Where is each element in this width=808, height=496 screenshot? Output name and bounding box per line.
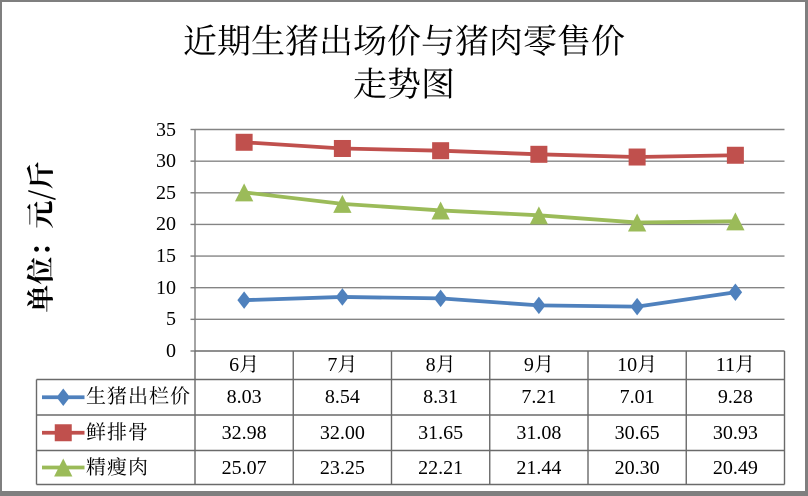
table-value: 22.21 xyxy=(418,456,464,479)
series-line-0 xyxy=(242,290,738,309)
series-name: 精瘦肉 xyxy=(86,456,149,479)
table-value: 31.08 xyxy=(516,421,562,444)
table-value: 20.30 xyxy=(614,456,660,479)
data-point-2-4 xyxy=(627,213,647,232)
data-point-2-0 xyxy=(234,183,254,202)
data-point-1-0 xyxy=(235,133,253,151)
y-tick-label: 30 xyxy=(156,150,176,173)
data-point-1-2 xyxy=(432,142,450,160)
table-value: 32.98 xyxy=(221,421,267,444)
x-category-label: 10月 xyxy=(617,354,658,377)
frame-border-right xyxy=(805,0,808,496)
data-point-0-1 xyxy=(335,288,350,306)
x-category-label: 6月 xyxy=(229,354,260,377)
table-value: 23.25 xyxy=(319,456,365,479)
table-value: 30.65 xyxy=(614,421,660,444)
y-axis-title-text: 单位：元/斤 xyxy=(20,161,61,313)
data-point-2-2 xyxy=(431,201,450,220)
legend-key-marker-1 xyxy=(54,424,72,442)
data-point-0-0 xyxy=(237,291,251,309)
x-category-label: 7月 xyxy=(327,354,358,377)
data-point-1-5 xyxy=(726,146,744,164)
series-line-1 xyxy=(242,140,738,159)
data-point-0-4 xyxy=(630,297,644,316)
table-value: 8.54 xyxy=(324,386,360,409)
table-value: 25.07 xyxy=(221,456,267,479)
y-tick-label: 25 xyxy=(156,181,176,204)
legend-key-marker-2 xyxy=(54,458,73,477)
data-point-2-3 xyxy=(529,206,549,225)
chart-title-line1: 近期生猪出场价与猪肉零售价 xyxy=(183,14,625,63)
chart-title: 近期生猪出场价与猪肉零售价 走势图 xyxy=(0,17,808,103)
data-point-1-4 xyxy=(628,148,646,166)
y-tick-label: 20 xyxy=(156,213,176,236)
series-line-2 xyxy=(242,190,738,225)
frame-border-left xyxy=(0,0,2,496)
table-value: 30.93 xyxy=(712,421,758,444)
x-category-label: 8月 xyxy=(425,354,456,377)
table-value: 20.49 xyxy=(712,456,758,479)
x-category-label: 9月 xyxy=(523,354,554,377)
table-value: 8.03 xyxy=(226,386,262,409)
x-category-label: 11月 xyxy=(715,354,755,377)
data-point-0-5 xyxy=(728,283,743,302)
series-name: 生猪出栏价 xyxy=(86,386,191,409)
y-tick-label: 0 xyxy=(166,340,176,362)
y-tick-label: 10 xyxy=(156,276,176,299)
data-point-1-1 xyxy=(333,139,351,157)
y-tick-label: 15 xyxy=(156,245,176,268)
y-tick-label: 5 xyxy=(166,308,176,331)
frame-border-top xyxy=(0,0,808,2)
table-value: 7.21 xyxy=(521,386,557,409)
data-point-2-1 xyxy=(333,194,352,213)
frame-border-bottom xyxy=(0,491,808,496)
data-point-0-2 xyxy=(433,289,448,308)
table-value: 21.44 xyxy=(516,456,562,479)
data-point-0-3 xyxy=(532,296,546,315)
table-value: 32.00 xyxy=(319,421,365,444)
legend-key-marker-0 xyxy=(56,388,70,406)
series-name: 鲜排骨 xyxy=(86,421,149,444)
y-tick-label: 35 xyxy=(156,118,176,141)
table-value: 9.28 xyxy=(717,386,753,409)
table-value: 8.31 xyxy=(423,386,459,409)
data-point-1-3 xyxy=(530,145,548,163)
table-value: 7.01 xyxy=(619,386,655,409)
table-value: 31.65 xyxy=(418,421,464,444)
data-point-2-5 xyxy=(726,212,745,231)
chart-title-line2: 走势图 xyxy=(353,57,455,106)
